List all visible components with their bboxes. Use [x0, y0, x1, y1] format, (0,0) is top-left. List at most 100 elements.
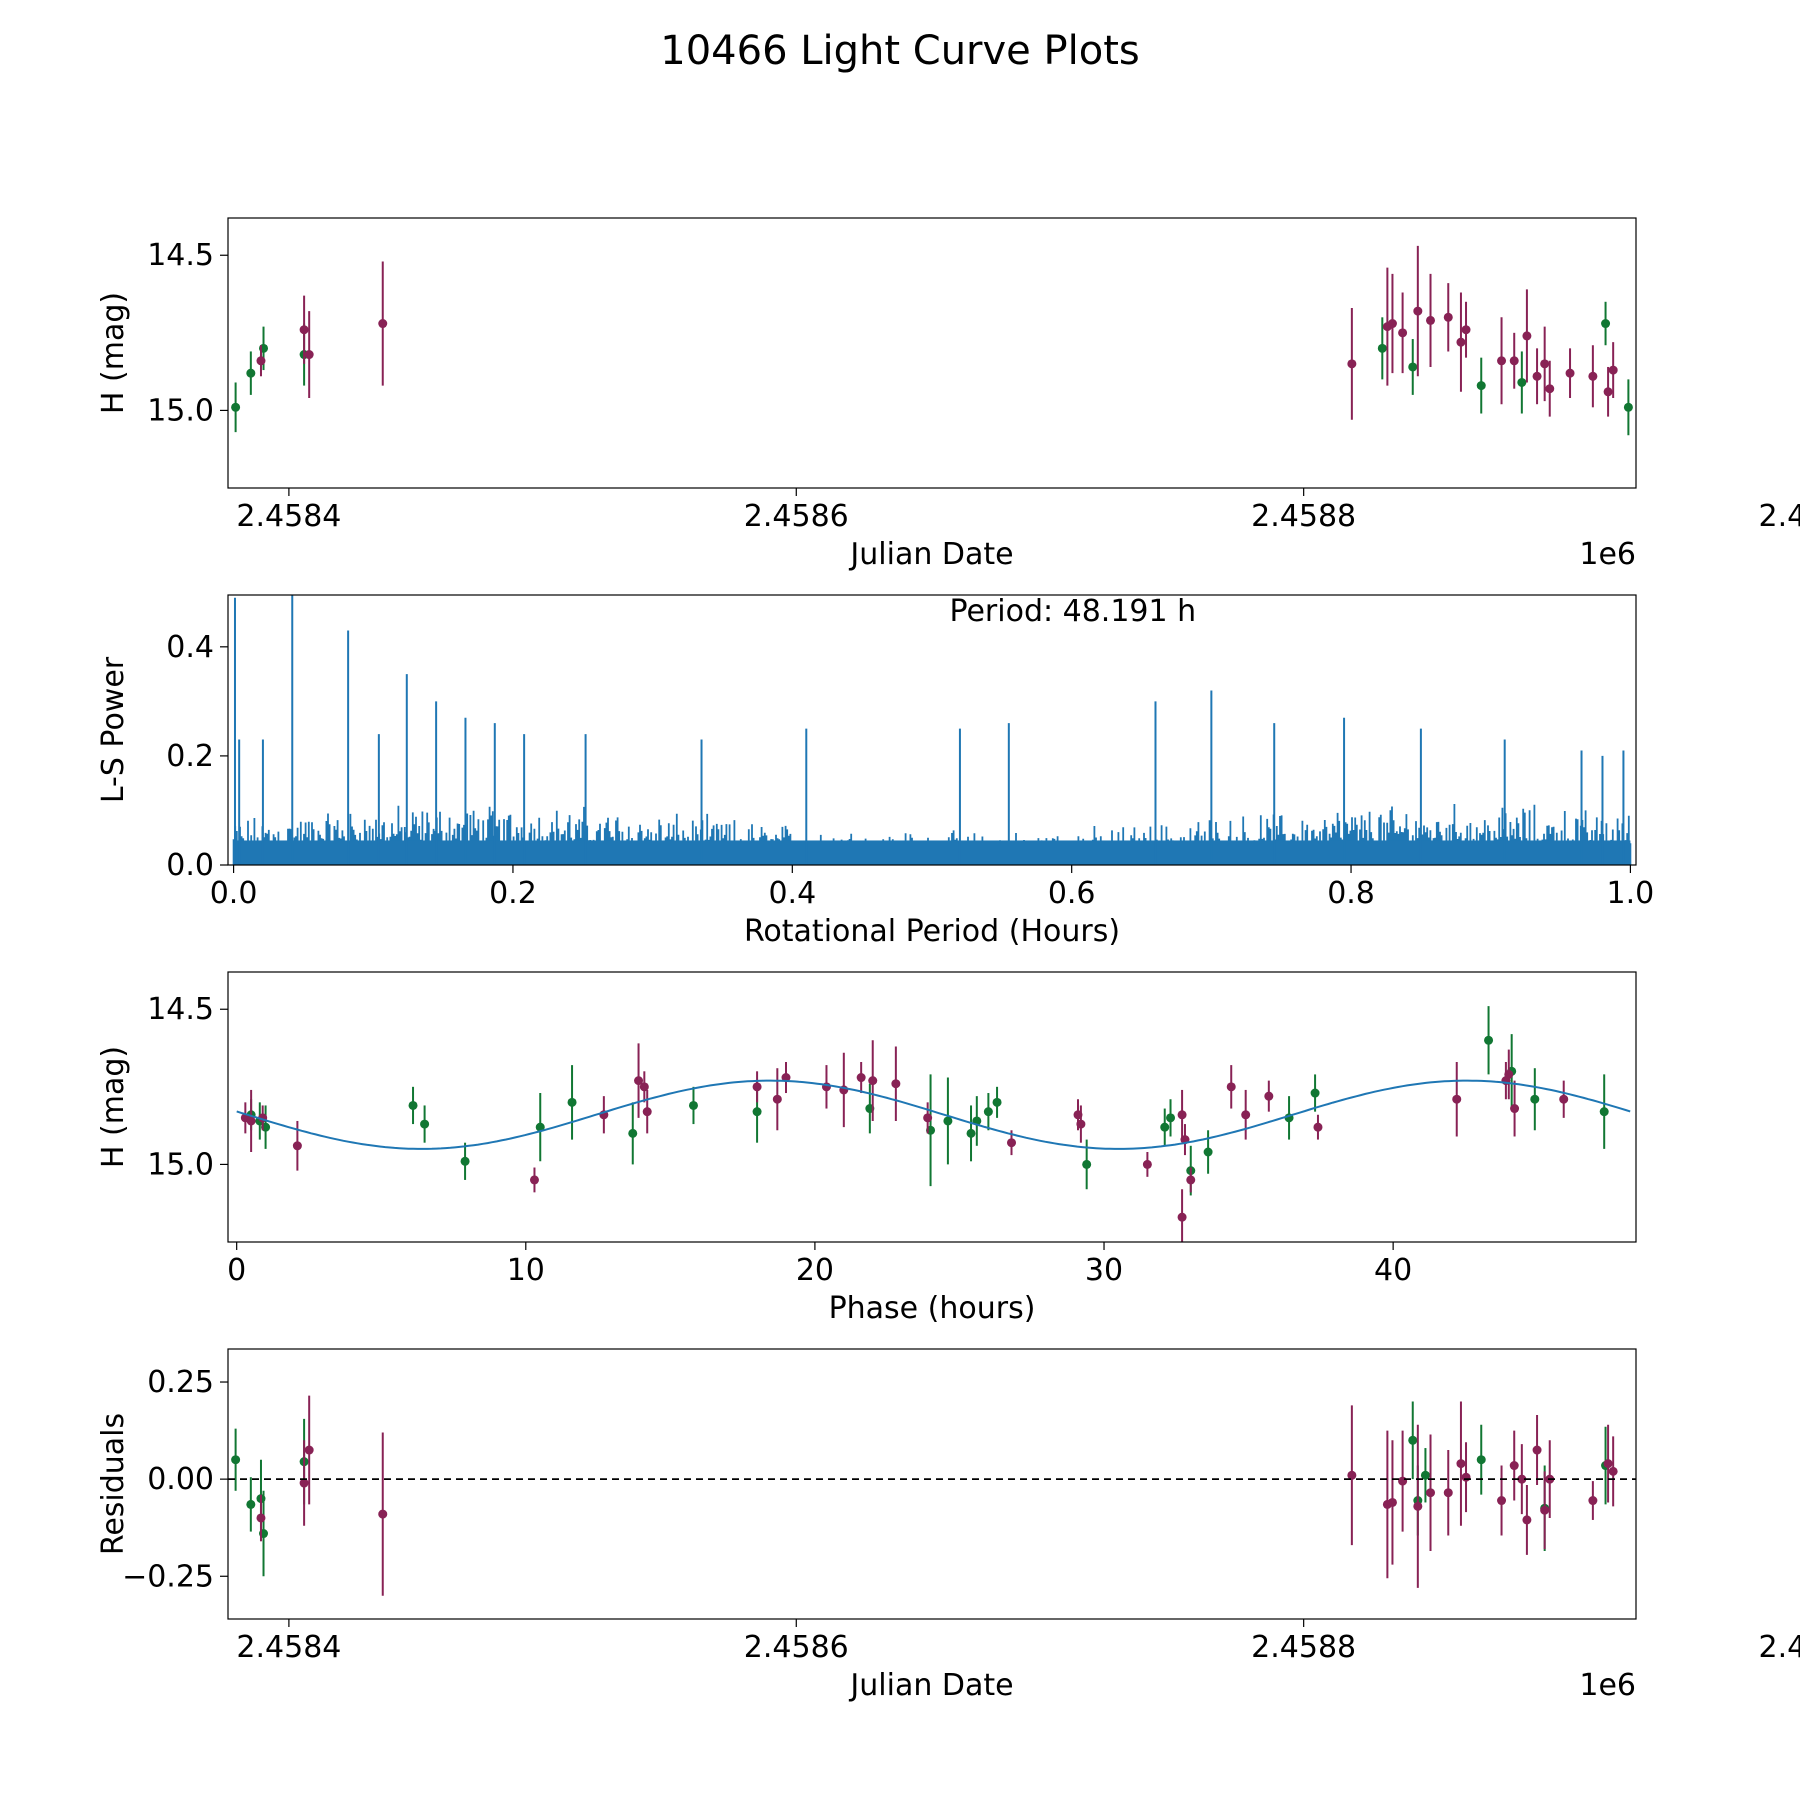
x-tick-label: 2.4588 [1251, 1630, 1356, 1665]
green-data-point [408, 1100, 418, 1110]
x-tick-label: 10 [507, 1253, 545, 1288]
green-data-point [1623, 402, 1633, 412]
maroon-data-point [1413, 306, 1423, 316]
maroon-data-point [529, 1175, 539, 1185]
maroon-data-point [923, 1113, 933, 1123]
maroon-data-point [299, 325, 309, 335]
maroon-data-point [1509, 1461, 1519, 1471]
phased-panel: 0 10 20 30 40 15.0 14.5 Phase (hours) H (mag) [96, 971, 1637, 1326]
green-data-point [1310, 1088, 1320, 1098]
maroon-data-point [1398, 1476, 1408, 1486]
x-tick-label: 20 [796, 1253, 834, 1288]
green-data-point [688, 1100, 698, 1110]
green-data-point [983, 1107, 993, 1117]
y-axis-label: H (mag) [96, 292, 131, 414]
green-data-point [1476, 381, 1486, 391]
maroon-data-point [1509, 356, 1519, 366]
maroon-data-point [1532, 1445, 1542, 1455]
green-data-point [231, 402, 241, 412]
maroon-data-point [772, 1094, 782, 1104]
maroon-data-point [1565, 368, 1575, 378]
x-tick-label: 2.4590 [1759, 1630, 1800, 1665]
y-tick-label: 0.00 [147, 1462, 214, 1497]
green-data-point [1420, 1470, 1430, 1480]
maroon-data-point [1559, 1094, 1569, 1104]
maroon-data-point [1677, 1471, 1686, 1480]
plot-frame [227, 1348, 1637, 1620]
periodogram-panel: Period: 48.191 h 0.0 0.2 0.4 0.6 0.8 1.0 0.0 0.2… [96, 594, 1654, 949]
maroon-data-point [1413, 1501, 1423, 1511]
green-data-point [420, 1119, 430, 1129]
period-annotation: Period: 48.191 h [949, 594, 1196, 629]
y-tick-label: 15.0 [147, 393, 214, 428]
green-data-point [1692, 1484, 1701, 1493]
maroon-data-point [1522, 1515, 1532, 1525]
lightcurve-panel: 2.45842.45862.45882.45902.45922.459415.0… [96, 217, 1800, 572]
maroon-data-point [292, 1141, 302, 1151]
maroon-data-point [1608, 365, 1618, 375]
maroon-data-point [256, 356, 266, 366]
y-tick-label: 14.5 [147, 238, 214, 273]
green-data-point [1677, 353, 1686, 362]
green-data-point [1530, 1094, 1540, 1104]
y-axis-label: L-S Power [96, 656, 131, 803]
green-data-point [460, 1156, 470, 1166]
maroon-data-point [1387, 319, 1397, 329]
maroon-data-point [1545, 384, 1555, 394]
x-tick-label: 2.4586 [744, 499, 849, 534]
y-tick-label: 0.0 [166, 848, 214, 883]
x-tick-label: 40 [1374, 1253, 1412, 1288]
green-data-point [231, 1455, 241, 1465]
x-tick-label: 0 [227, 1253, 246, 1288]
maroon-data-point [1510, 1104, 1520, 1114]
maroon-data-point [1504, 1069, 1514, 1079]
x-tick-label: 2.4584 [236, 499, 341, 534]
green-data-point [1160, 1122, 1170, 1132]
maroon-data-point [1522, 331, 1532, 341]
green-data-point [535, 1122, 545, 1132]
maroon-data-point [1588, 371, 1598, 381]
x-axis-label: Rotational Period (Hours) [744, 914, 1120, 949]
maroon-data-point [1608, 1466, 1618, 1476]
green-data-point [246, 1499, 256, 1509]
sinusoid-model [236, 1079, 1631, 1150]
data-area [228, 1395, 1701, 1596]
maroon-data-point [639, 1082, 649, 1092]
maroon-data-point [304, 1445, 314, 1455]
green-data-point [1408, 362, 1418, 372]
green-data-point [1642, 341, 1651, 350]
plot-frame [227, 594, 1637, 866]
maroon-data-point [378, 1509, 388, 1519]
green-data-point [1599, 1107, 1609, 1117]
y-tick-label: 14.5 [147, 992, 214, 1027]
maroon-data-point [642, 1107, 652, 1117]
green-data-point [966, 1128, 976, 1138]
maroon-data-point [299, 1478, 309, 1488]
maroon-data-point [1347, 359, 1357, 369]
maroon-data-point [1517, 1474, 1527, 1484]
maroon-data-point [1387, 1497, 1397, 1507]
maroon-data-point [1142, 1159, 1152, 1169]
maroon-data-point [1456, 337, 1466, 347]
green-data-point [1517, 377, 1527, 387]
x-tick-label: 0.2 [489, 876, 537, 911]
x-tick-label: 30 [1085, 1253, 1123, 1288]
maroon-data-point [1456, 1459, 1466, 1469]
y-tick-label: 0.25 [147, 1365, 214, 1400]
x-offset-label: 1e6 [1579, 537, 1636, 572]
maroon-data-point [1177, 1212, 1187, 1222]
maroon-data-point [1588, 1496, 1598, 1506]
maroon-data-point [1313, 1122, 1323, 1132]
plot-frame [227, 217, 1637, 489]
maroon-data-point [868, 1076, 878, 1086]
x-axis-label: Phase (hours) [829, 1291, 1036, 1326]
y-tick-label: 15.0 [147, 1147, 214, 1182]
maroon-data-point [1347, 1470, 1357, 1480]
maroon-data-point [246, 1116, 256, 1126]
green-data-point [1203, 1147, 1213, 1157]
maroon-data-point [781, 1073, 791, 1083]
maroon-data-point [1426, 315, 1436, 325]
x-tick-label: 2.4590 [1759, 499, 1800, 534]
maroon-data-point [1677, 319, 1686, 328]
green-data-point [1601, 319, 1611, 329]
